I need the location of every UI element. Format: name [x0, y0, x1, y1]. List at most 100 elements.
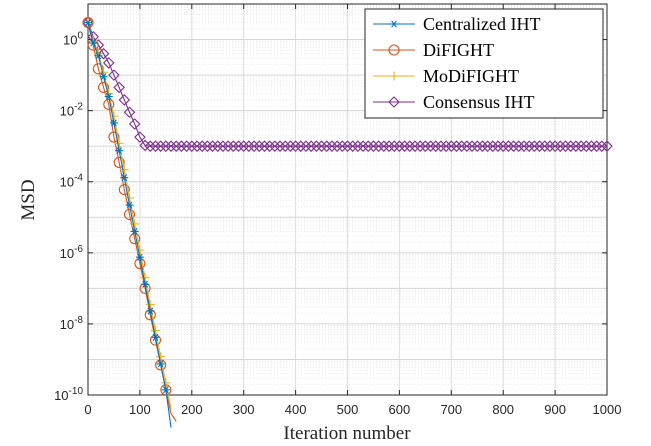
data-point — [98, 81, 110, 93]
data-point — [507, 140, 520, 152]
data-point — [134, 131, 146, 143]
legend-label: DiFIGHT — [423, 40, 494, 60]
data-point — [326, 140, 338, 152]
data-point — [232, 140, 245, 152]
data-point — [357, 140, 369, 152]
data-point — [372, 140, 385, 152]
data-point — [476, 140, 489, 152]
data-point — [393, 140, 406, 152]
data-point — [575, 140, 587, 152]
legend-item: DiFIGHT — [373, 40, 494, 60]
data-point — [300, 140, 312, 152]
data-point — [113, 81, 125, 94]
y-tick-label: 10-4 — [60, 173, 84, 190]
data-point — [320, 140, 333, 152]
data-point — [253, 140, 266, 152]
data-point — [149, 140, 162, 152]
data-point — [140, 273, 150, 283]
series-group — [82, 16, 613, 428]
data-point — [481, 140, 494, 152]
x-tick-label: 100 — [129, 402, 151, 417]
y-tick-label: 100 — [63, 31, 83, 48]
data-point — [120, 174, 129, 182]
legend-item: MoDiFIGHT — [373, 66, 519, 86]
data-point — [227, 140, 240, 152]
y-tick-label: 10-8 — [60, 315, 84, 332]
data-point — [310, 140, 323, 152]
data-point — [191, 140, 203, 152]
data-point — [258, 140, 271, 152]
x-tick-label: 400 — [285, 402, 307, 417]
x-tick-label: 200 — [181, 402, 203, 417]
data-point — [315, 140, 328, 152]
data-point — [211, 140, 224, 152]
data-point — [82, 17, 94, 29]
legend-item: Centralized IHT — [373, 14, 540, 34]
data-point — [518, 140, 530, 152]
x-tick-label: 700 — [440, 402, 462, 417]
data-point — [196, 140, 208, 152]
legend-marker — [389, 71, 399, 81]
data-point — [487, 140, 499, 152]
axis-ticks: 0 100 200 300 400 500 600 700 800 900 1000 10-10 10-… — [54, 4, 621, 417]
data-point — [243, 140, 255, 152]
data-point — [596, 140, 608, 152]
data-point — [409, 140, 421, 152]
data-point — [248, 140, 260, 152]
data-point — [378, 140, 390, 152]
data-point — [144, 140, 157, 152]
data-point — [429, 140, 442, 152]
data-point — [135, 253, 144, 261]
data-point — [206, 140, 219, 152]
data-point — [279, 140, 291, 152]
data-point — [154, 140, 167, 152]
data-point — [564, 140, 577, 152]
data-point — [331, 140, 343, 152]
data-point — [99, 73, 108, 81]
data-point — [201, 140, 214, 152]
data-point — [585, 140, 598, 152]
data-point — [109, 119, 118, 127]
data-point — [352, 140, 364, 152]
data-point — [141, 280, 150, 288]
data-point — [424, 140, 437, 152]
data-point — [128, 118, 141, 130]
data-point — [161, 378, 171, 388]
data-point — [123, 208, 136, 221]
legend-marker — [390, 20, 398, 28]
data-point — [538, 140, 551, 152]
y-tick-label: 10-10 — [54, 386, 83, 403]
x-tick-label: 300 — [233, 402, 255, 417]
legend-label: Consensus IHT — [423, 92, 535, 112]
data-point — [180, 140, 193, 152]
data-point — [108, 131, 120, 143]
data-point — [237, 140, 250, 152]
data-point — [336, 140, 349, 152]
data-point — [559, 140, 572, 152]
data-point — [590, 140, 603, 152]
data-point — [341, 140, 354, 152]
legend-box — [364, 8, 604, 119]
data-point — [383, 140, 395, 152]
x-tick-label: 600 — [389, 402, 411, 417]
data-point — [97, 47, 110, 60]
data-point — [160, 140, 172, 152]
data-point — [135, 245, 145, 255]
data-point — [404, 140, 416, 152]
legend: Centralized IHT DiFIGHT MoDiFIGHT Consensus… — [364, 8, 604, 119]
data-point — [130, 219, 140, 229]
data-point — [435, 140, 447, 152]
data-point — [445, 140, 458, 152]
data-point — [104, 92, 113, 101]
data-point — [123, 106, 136, 119]
data-point — [528, 140, 541, 152]
data-point — [146, 307, 155, 315]
data-point — [109, 111, 119, 121]
data-point — [497, 140, 509, 152]
data-point — [289, 140, 302, 152]
data-point — [151, 333, 160, 341]
data-point — [125, 201, 134, 209]
data-point — [263, 140, 276, 152]
data-point — [549, 140, 561, 152]
